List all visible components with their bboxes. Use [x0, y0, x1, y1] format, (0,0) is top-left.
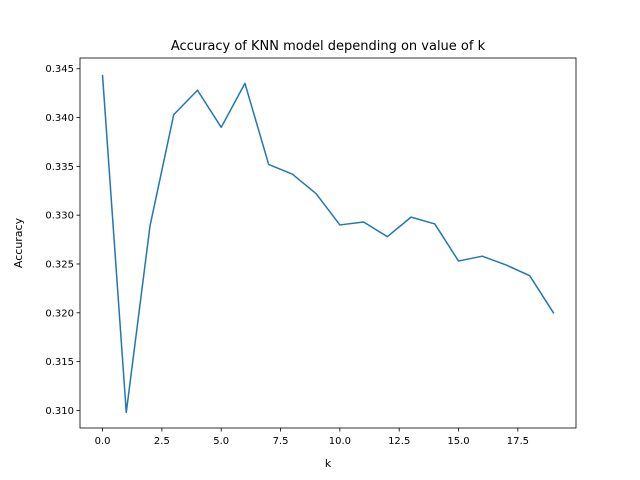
plot-area: [80, 58, 576, 428]
x-tick-label: 7.5: [273, 436, 289, 447]
y-axis-ticks: 0.310 0.315 0.320 0.325 0.330 0.335 0.340 0.345: [45, 64, 80, 417]
x-axis-ticks: 0.0 2.5 5.0 7.5 10.0 12.5 15.0 17.5: [95, 428, 529, 447]
x-tick-label: 12.5: [388, 436, 410, 447]
chart-title: Accuracy of KNN model depending on value…: [171, 39, 486, 54]
x-tick-label: 5.0: [213, 436, 229, 447]
x-axis-label: k: [325, 457, 332, 470]
y-tick-label: 0.325: [45, 259, 74, 270]
y-axis-label: Accuracy: [12, 217, 25, 268]
plot-frame: [79, 57, 577, 429]
y-tick-label: 0.335: [45, 162, 74, 173]
y-tick-label: 0.340: [45, 113, 74, 124]
y-tick-label: 0.310: [45, 406, 74, 417]
x-tick-label: 17.5: [507, 436, 529, 447]
y-tick-label: 0.330: [45, 211, 74, 222]
x-tick-label: 0.0: [95, 436, 111, 447]
y-tick-label: 0.345: [45, 64, 74, 75]
y-tick-label: 0.315: [45, 357, 74, 368]
y-tick-label: 0.320: [45, 308, 74, 319]
accuracy-series-line: [101, 74, 555, 414]
x-tick-label: 2.5: [154, 436, 170, 447]
x-tick-label: 15.0: [447, 436, 469, 447]
x-tick-label: 10.0: [329, 436, 351, 447]
